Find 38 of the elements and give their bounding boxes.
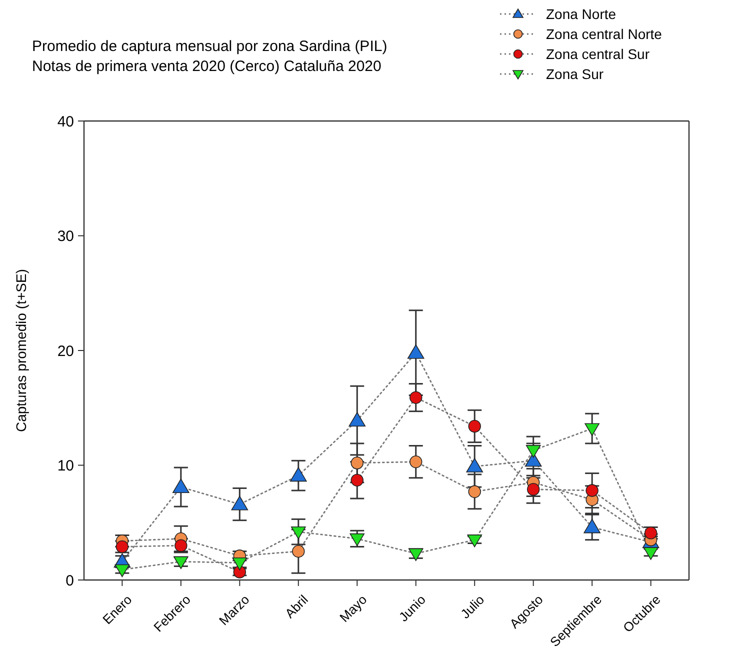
y-tick-label: 10 [57,458,74,474]
point [526,483,540,496]
point [350,533,365,546]
point [586,484,598,497]
point [407,344,424,359]
legend-label: Zona central Norte [546,26,662,42]
y-tick-label: 20 [57,342,74,360]
point [408,548,424,562]
point [467,534,482,548]
x-tick-label: Julio [458,592,488,622]
point [292,544,305,558]
point [584,518,600,534]
point [174,556,188,570]
point [410,455,422,468]
point [584,423,600,436]
y-tick-label: 40 [57,113,74,130]
point [468,485,481,498]
point [114,564,130,578]
y-axis-title: Capturas promedio (t+SE) [13,268,29,432]
legend-label: Zona Sur [546,66,604,82]
point [348,412,366,426]
point [410,391,422,404]
y-tick-label: 30 [57,228,74,245]
point [466,458,484,472]
point [526,445,541,458]
point [290,526,306,540]
point [231,496,248,510]
point [290,467,307,482]
point [350,456,364,470]
point [468,420,481,433]
point [350,474,364,487]
legend-label: Zona central Sur [546,46,650,62]
chart-subtitle: Notas de primera venta 2020 (Cerco) Cataluña 2020 [32,58,382,75]
point [172,478,190,494]
legend-label: Zona Norte [546,6,616,22]
y-tick-label: 0 [66,572,74,590]
chart-title: Promedio de captura mensual por zona Sardina (PIL) [32,38,388,55]
point [643,547,658,560]
